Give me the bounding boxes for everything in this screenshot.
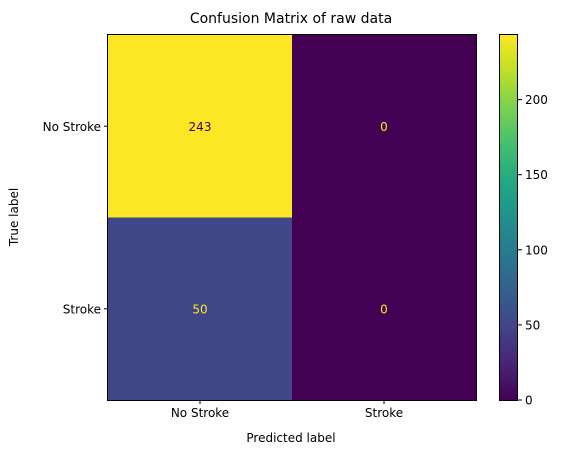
colorbar-ticks: 0 50 100 150 200 bbox=[518, 93, 548, 408]
colorbar-tick-label: 200 bbox=[525, 93, 548, 107]
matrix-cells bbox=[108, 35, 476, 400]
chart-title: Confusion Matrix of raw data bbox=[190, 11, 392, 27]
matrix-frame bbox=[107, 34, 477, 401]
colorbar-tick-label: 100 bbox=[525, 243, 548, 257]
matrix-cell-label-0-0: 243 bbox=[189, 120, 212, 134]
y-tick-label: Stroke bbox=[63, 302, 101, 316]
colorbar bbox=[499, 34, 518, 401]
colorbar-tick-label: 0 bbox=[525, 394, 533, 408]
matrix-cell-labels: 243 0 50 0 bbox=[189, 120, 388, 317]
x-axis-label: Predicted label bbox=[246, 431, 335, 445]
x-axis-ticks: No Stroke Stroke bbox=[171, 400, 403, 420]
x-tick-label: No Stroke bbox=[171, 406, 229, 420]
y-axis-ticks: No Stroke Stroke bbox=[43, 120, 108, 316]
matrix-cell-1-1 bbox=[292, 217, 476, 400]
y-tick-label: No Stroke bbox=[43, 120, 101, 134]
matrix-cell-1-0 bbox=[108, 217, 292, 400]
matrix-cell-0-1 bbox=[292, 35, 476, 218]
colorbar-tick-label: 50 bbox=[525, 318, 540, 332]
matrix-cell-label-0-1: 0 bbox=[380, 120, 388, 134]
matrix-cell-label-1-0: 50 bbox=[192, 302, 207, 316]
matrix-cell-0-0 bbox=[108, 35, 292, 218]
x-tick-label: Stroke bbox=[365, 406, 403, 420]
matrix-cell-label-1-1: 0 bbox=[380, 302, 388, 316]
colorbar-tick-label: 150 bbox=[525, 168, 548, 182]
y-axis-label: True label bbox=[7, 188, 21, 247]
